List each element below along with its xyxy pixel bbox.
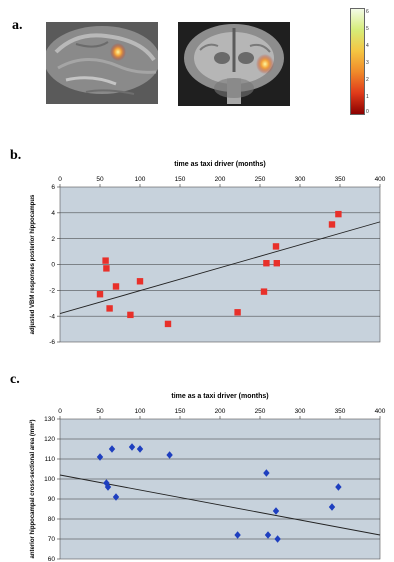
x-tick-label: 350 [335, 408, 346, 415]
chart-title: time as taxi driver (months) [174, 161, 265, 168]
x-tick-label: 150 [175, 408, 186, 415]
coronal-brain-slice-image [178, 22, 290, 106]
y-tick-label: 120 [44, 436, 55, 443]
y-tick-label: -2 [49, 288, 55, 295]
data-point [102, 257, 109, 264]
panel-b-label: b. [10, 148, 22, 163]
data-point [103, 265, 110, 272]
y-axis-label: anterior hippocampal cross-sectional are… [29, 419, 36, 558]
chart-c: time as a taxi driver (months) 0 50 100 150 2… [29, 393, 386, 562]
sagittal-brain-slice-image [46, 22, 158, 104]
data-point [112, 493, 120, 501]
data-point [106, 305, 113, 312]
data-point [263, 260, 270, 267]
x-tick-label: 100 [135, 176, 146, 183]
data-point [335, 210, 342, 218]
colorbar-tick: 0 [366, 109, 369, 115]
x-tick-label: 150 [175, 176, 186, 183]
x-tick-label: 0 [58, 408, 62, 415]
x-tick-label: 400 [375, 176, 386, 183]
y-tick-label: 4 [51, 210, 55, 217]
y-tick-label: 70 [48, 536, 56, 543]
data-point [136, 445, 144, 453]
x-tick-label: 100 [135, 408, 146, 415]
colorbar-tick: 3 [366, 60, 369, 66]
colorbar-tick: 5 [366, 26, 369, 32]
x-tick-label: 300 [295, 176, 306, 183]
y-tick-label: -6 [49, 339, 55, 346]
y-tick-label: 90 [48, 496, 56, 503]
data-point [96, 291, 104, 298]
data-point [96, 453, 104, 461]
colorbar-tick: 6 [366, 9, 369, 15]
x-tick-label: 250 [255, 408, 266, 415]
data-point [112, 283, 120, 290]
chart-title: time as a taxi driver (months) [171, 393, 268, 400]
data-point [260, 288, 268, 295]
data-point [128, 443, 136, 451]
x-tick-label: 200 [215, 408, 226, 415]
data-point [108, 445, 116, 453]
data-point [104, 483, 112, 491]
y-tick-label: 130 [44, 416, 55, 423]
y-tick-label: -4 [49, 313, 55, 320]
data-point [127, 311, 134, 319]
x-tick-label: 250 [255, 176, 266, 183]
x-tick-label: 300 [295, 408, 306, 415]
colorbar-tick: 2 [366, 77, 369, 83]
trendline [59, 221, 381, 315]
data-point [234, 309, 241, 316]
y-tick-label: 60 [48, 556, 56, 562]
data-point [272, 243, 280, 250]
y-tick-label: 6 [51, 184, 55, 191]
data-point [273, 260, 280, 267]
x-tick-label: 0 [58, 176, 62, 183]
data-point [164, 320, 172, 328]
x-tick-label: 400 [375, 408, 386, 415]
x-tick-label: 50 [96, 408, 104, 415]
x-tick-label: 350 [335, 176, 346, 183]
y-axis-label: adjusted VBM responses posterior hippoca… [30, 194, 36, 334]
data-point [328, 503, 336, 511]
data-point [328, 221, 336, 228]
data-point [166, 451, 173, 459]
x-tick-label: 200 [215, 176, 226, 183]
panel-c-label: c. [10, 372, 20, 387]
y-tick-label: 80 [48, 516, 56, 523]
data-point [335, 483, 342, 491]
chart-b: time as taxi driver (months) 0 50 100 150 200… [30, 161, 386, 346]
x-tick-label: 50 [96, 176, 104, 183]
colorbar [350, 8, 365, 115]
data-point [263, 469, 270, 477]
trendline [59, 474, 381, 536]
data-point [136, 278, 144, 285]
y-tick-label: 0 [51, 262, 55, 269]
colorbar-tick: 4 [366, 43, 369, 49]
colorbar-tick: 1 [366, 94, 369, 100]
panel-a-label: a. [12, 18, 23, 33]
y-tick-label: 2 [51, 236, 55, 243]
plot-area [59, 418, 381, 560]
y-tick-label: 110 [45, 456, 56, 463]
y-tick-label: 100 [44, 476, 55, 483]
